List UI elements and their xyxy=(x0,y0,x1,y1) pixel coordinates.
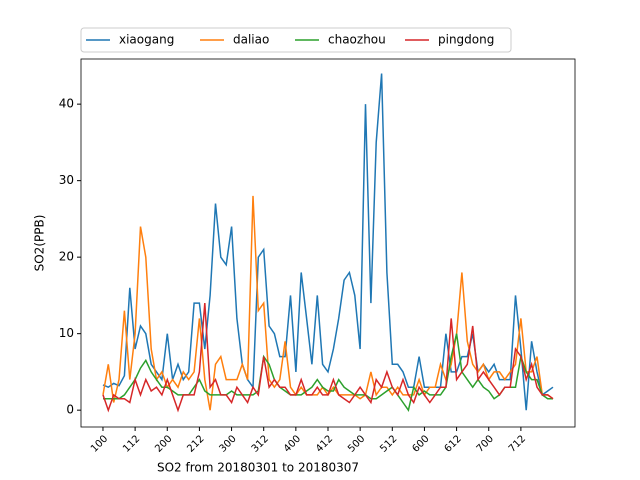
x-tick-label: 412 xyxy=(314,433,335,454)
y-tick-label: 30 xyxy=(59,173,74,187)
y-tick-label: 40 xyxy=(59,97,74,111)
x-tick-label: 400 xyxy=(282,433,303,454)
x-tick-label: 312 xyxy=(250,433,271,454)
x-tick-label: 212 xyxy=(185,433,206,454)
y-axis-label: SO2(PPB) xyxy=(33,215,47,272)
legend-label: xiaogang xyxy=(119,33,174,47)
x-tick-label: 612 xyxy=(443,433,464,454)
x-tick-label: 600 xyxy=(410,433,431,454)
x-tick-label: 700 xyxy=(475,433,496,454)
y-tick-label: 10 xyxy=(59,326,74,340)
series-line xyxy=(102,73,554,411)
x-tick-label: 500 xyxy=(346,433,367,454)
x-tick-label: 300 xyxy=(218,433,239,454)
x-axis-label: SO2 from 20180301 to 20180307 xyxy=(157,461,359,475)
legend-label: chaozhou xyxy=(328,33,386,47)
y-tick-label: 20 xyxy=(59,250,74,264)
legend-label: pingdong xyxy=(438,33,494,47)
x-tick-label: 712 xyxy=(507,433,528,454)
x-tick-label: 512 xyxy=(378,433,399,454)
legend-label: daliao xyxy=(233,33,269,47)
x-tick-label: 200 xyxy=(153,433,174,454)
x-tick-label: 100 xyxy=(89,433,110,454)
series-line xyxy=(102,303,554,413)
x-tick-label: 112 xyxy=(121,433,142,454)
series-line xyxy=(102,195,554,411)
y-tick-label: 0 xyxy=(66,403,74,417)
